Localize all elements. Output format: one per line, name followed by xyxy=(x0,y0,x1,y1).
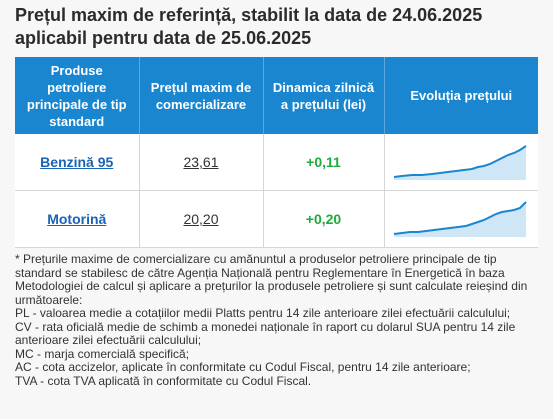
evolution-cell xyxy=(384,134,538,191)
footnote-pl: PL - valoarea medie a cotațiilor medii P… xyxy=(15,306,511,320)
change-value: +0,20 xyxy=(305,211,342,227)
footnote-mc: MC - marja comercială specifică; xyxy=(15,346,190,361)
sparkline-line xyxy=(394,145,527,178)
sparkline-area xyxy=(394,202,527,237)
price-cell: 23,61 xyxy=(139,134,264,191)
footnote-tva: TVA - cota TVA aplicată în conformitate … xyxy=(15,373,312,388)
footnote-ac: AC - cota accizelor, aplicate în conform… xyxy=(15,360,471,374)
header-change: Dinamica zilnică a prețului (lei) xyxy=(263,57,385,134)
page-title: Prețul maxim de referință, stabilit la d… xyxy=(15,5,483,48)
header-evolution: Evoluția prețului xyxy=(384,57,538,134)
footnote-intro: * Prețurile maxime de comercializare cu … xyxy=(15,252,528,307)
sparkline-chart-benzina xyxy=(394,145,527,180)
price-cell: 20,20 xyxy=(139,190,264,248)
product-cell: Benzină 95 xyxy=(15,134,140,191)
sparkline-line xyxy=(394,201,527,235)
evolution-cell xyxy=(384,190,538,248)
price-value: 23,61 xyxy=(183,154,219,170)
product-cell: Motorină xyxy=(15,190,140,248)
change-value: +0,11 xyxy=(306,154,341,170)
change-cell: +0,11 xyxy=(263,134,385,191)
header-product: Produse petroliere principale de tip sta… xyxy=(15,57,140,134)
price-value: 20,20 xyxy=(183,211,219,227)
footnote: * Prețurile maxime de comercializare cu … xyxy=(15,252,540,388)
price-table: Produse petroliere principale de tip sta… xyxy=(15,57,538,248)
table-header-row: Produse petroliere principale de tip sta… xyxy=(15,57,538,134)
header-price: Prețul maxim de comercializare xyxy=(139,57,264,134)
product-link-benzina-95[interactable]: Benzină 95 xyxy=(40,154,114,170)
table-row: Benzină 95 23,61 +0,11 xyxy=(15,134,538,191)
footnote-cv: CV - rata oficială medie de schimb a mon… xyxy=(15,319,516,347)
table-row: Motorină 20,20 +0,20 xyxy=(15,190,538,248)
sparkline-chart-motorina xyxy=(394,201,527,237)
change-cell: +0,20 xyxy=(263,190,385,248)
sparkline-area xyxy=(394,146,527,180)
product-link-motorina[interactable]: Motorină xyxy=(47,211,107,227)
